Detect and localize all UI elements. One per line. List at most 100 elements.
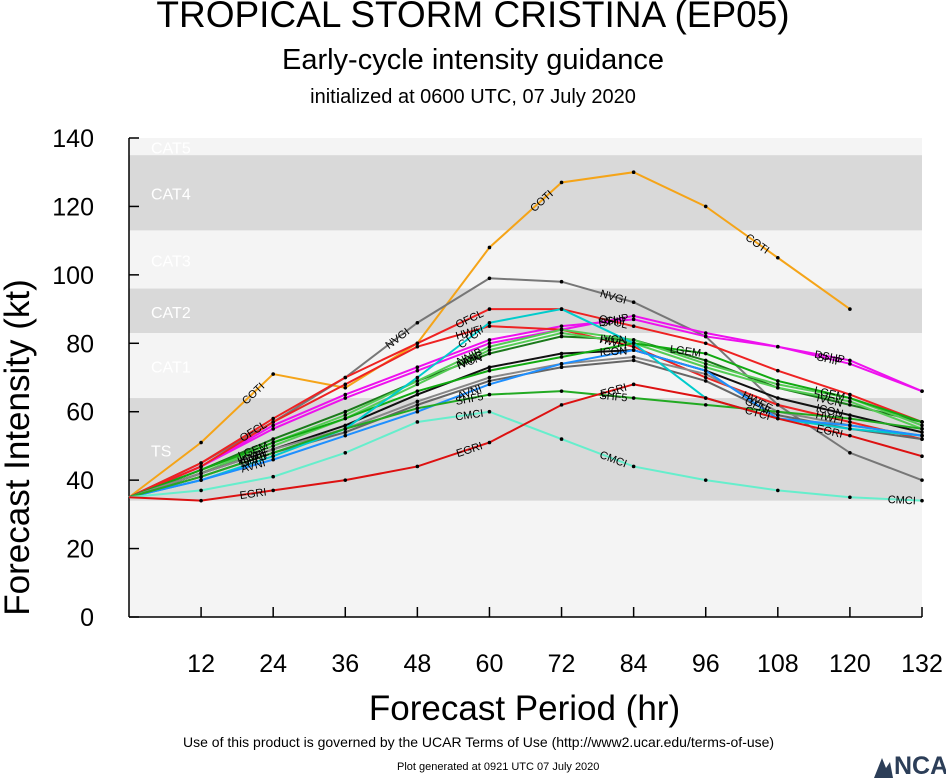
data-point-ctci (848, 427, 852, 431)
data-point-ship (487, 338, 492, 342)
data-point-ivcn (703, 358, 708, 363)
data-point-egri (631, 382, 636, 387)
data-point-egri (920, 454, 924, 458)
data-point-icon (487, 365, 492, 370)
series-line-hwfe (128, 355, 923, 499)
chart-title: TROPICAL STORM CRISTINA (EP05) (156, 0, 790, 35)
data-point-nnic (703, 365, 708, 370)
data-point-lgem (703, 351, 708, 356)
ncar-logo-text: NCAR (894, 752, 946, 780)
series-label-shf5: SHF5 (455, 391, 485, 408)
series-line-lgem (128, 342, 923, 499)
data-point-lgem (487, 368, 492, 373)
series-label-ship: SHIP (816, 351, 844, 369)
data-point-coti (199, 440, 203, 445)
data-point-shf5 (703, 403, 708, 407)
data-point-nvgi (559, 279, 564, 284)
data-point-gfni (343, 430, 348, 435)
data-point-ship (848, 362, 852, 366)
data-point-shf5 (920, 427, 924, 431)
data-point-lgem (199, 468, 203, 472)
intensity-chart: TS CAT1 CAT2 CAT3 CAT4 CAT5 0 20 40 60 80 100 120 140… (0, 125, 943, 728)
data-point-ship (559, 324, 564, 328)
series-label-cmci: CMCI (887, 494, 916, 507)
series-label-icon: ICON (599, 345, 627, 358)
data-point-ivcn (271, 437, 275, 441)
data-point-egri (415, 464, 420, 469)
data-point-cmci (848, 495, 852, 500)
series-label-ivcn: IVCN (600, 333, 627, 346)
data-point-ofcl (848, 392, 852, 397)
data-point-coti (559, 180, 564, 185)
data-point-lgem (271, 440, 275, 445)
y-tick-label: 80 (66, 330, 94, 358)
data-point-ivcn (343, 409, 348, 414)
data-point-hwfe (415, 399, 420, 404)
x-tick-label: 120 (829, 650, 871, 678)
data-point-dshp (487, 341, 492, 346)
data-point-nnib (776, 382, 780, 387)
data-point-nnic (487, 348, 492, 352)
data-point-coti (848, 307, 852, 311)
data-point-gfni (631, 358, 636, 363)
x-tick-label: 24 (259, 650, 287, 678)
series-label-cmci: CMCI (455, 408, 485, 424)
data-point-lgem (343, 416, 348, 421)
data-point-hwfi (703, 375, 708, 380)
data-point-icon (343, 423, 348, 428)
data-point-nvgi (415, 320, 420, 325)
data-point-hwfe (199, 471, 203, 476)
data-point-avni (559, 362, 564, 366)
data-point-shf5 (271, 450, 275, 455)
data-point-shf5 (343, 427, 348, 431)
y-tick-label: 100 (52, 262, 94, 290)
data-point-icon (415, 392, 420, 397)
data-point-shf5 (559, 389, 564, 393)
data-point-hwfi (415, 344, 420, 349)
y-tick-label: 140 (52, 125, 94, 153)
data-point-nnic (415, 382, 420, 387)
data-point-ctci (487, 320, 492, 325)
data-point-hwfi (848, 420, 852, 424)
data-point-ofcl (631, 324, 636, 328)
data-point-hwfi (343, 382, 348, 387)
data-point-nnib (415, 379, 420, 383)
series-label-ship: SHIP (600, 315, 627, 329)
data-point-nnib (487, 344, 492, 349)
data-point-shf5 (776, 409, 780, 414)
plot-generated-time: Plot generated at 0921 UTC 07 July 2020 (397, 761, 600, 773)
ncar-logo-icon (874, 758, 893, 778)
data-point-cmci (703, 478, 708, 482)
data-point-nvgi (848, 450, 852, 455)
data-point-lgem (559, 355, 564, 359)
data-point-avni (848, 423, 852, 428)
data-point-nnib (703, 362, 708, 366)
data-point-shf5 (631, 396, 636, 400)
data-point-ofcl (271, 416, 275, 421)
series-line-avni (128, 349, 923, 499)
band-label-cat1: CAT1 (151, 360, 191, 377)
data-point-gfni (776, 413, 780, 417)
data-point-nnic (559, 331, 564, 335)
data-point-avni (415, 409, 420, 414)
data-point-cmci (343, 450, 348, 455)
x-tick-label: 96 (692, 650, 720, 678)
chart-subtitle: Early-cycle intensity guidance (281, 44, 664, 76)
series-line-ship (128, 318, 923, 499)
data-point-ofcl (199, 461, 203, 465)
data-point-nvgi (920, 478, 924, 482)
data-point-cmci (920, 498, 924, 503)
series-line-hwfi (128, 325, 923, 499)
data-point-nnib (920, 423, 924, 428)
series-layer: COTICOTICOTINVGINVGIDSHPDSHPSHIPSHIPOFCL… (128, 170, 924, 507)
data-point-ship (343, 392, 348, 397)
data-point-dshp (848, 358, 852, 363)
data-point-hwfi (271, 420, 275, 424)
data-point-egri (199, 498, 203, 503)
data-point-avni (271, 457, 275, 462)
x-tick-label: 36 (331, 650, 359, 678)
data-point-ctci (631, 341, 636, 346)
band-label-cat5: CAT5 (151, 141, 191, 158)
data-point-hwfe (703, 372, 708, 376)
data-point-hwfi (199, 464, 203, 469)
